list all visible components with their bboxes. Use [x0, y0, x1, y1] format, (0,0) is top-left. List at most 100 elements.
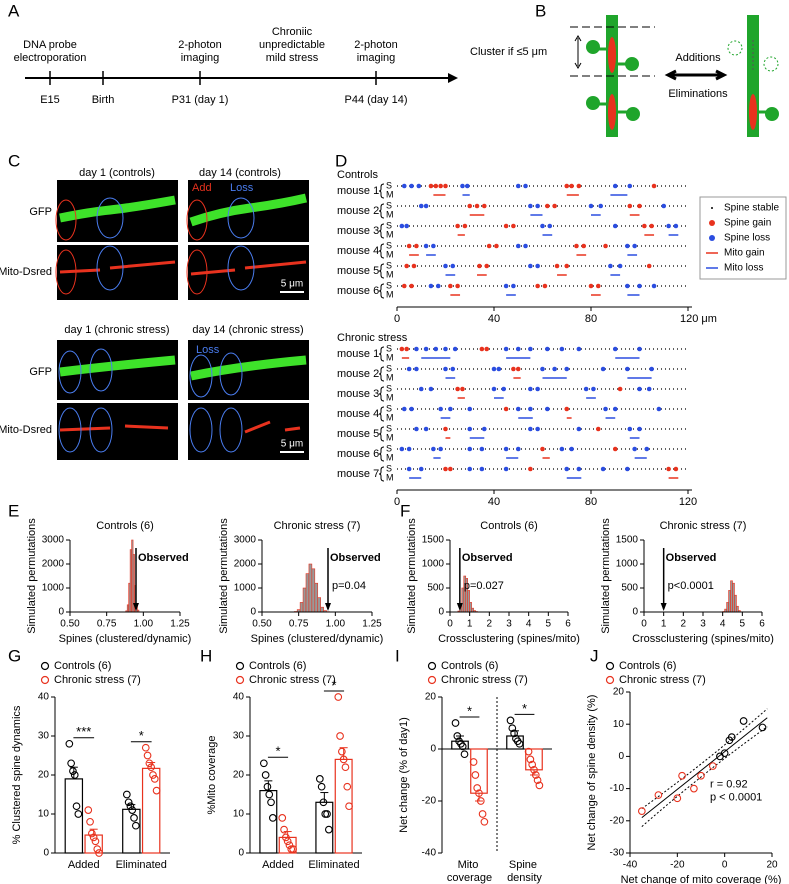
point: [678, 771, 686, 780]
x-tick-label: 4: [526, 619, 532, 630]
point: [336, 732, 344, 740]
track-label: M: [386, 472, 394, 482]
spine-loss: [467, 466, 473, 472]
y-tick-label: 30: [233, 731, 245, 742]
timeline-note: imaging: [181, 52, 220, 64]
spine-loss: [559, 346, 565, 352]
spine-loss: [612, 346, 618, 352]
spine-loss: [418, 203, 424, 209]
timeline-label: P44 (day 14): [345, 94, 408, 106]
spine-gain: [406, 243, 412, 249]
track-label: M: [386, 229, 394, 239]
significance: *: [522, 701, 527, 716]
track-label: M: [386, 452, 394, 462]
spine-gain: [542, 283, 548, 289]
spine-loss: [482, 426, 487, 432]
cluster-diagram: [570, 15, 779, 137]
spine-loss: [528, 203, 533, 209]
timeline: [25, 73, 458, 83]
x-tick-label: 0: [394, 313, 400, 325]
spine-loss: [443, 366, 448, 372]
spine-gain: [617, 386, 623, 392]
point: [471, 771, 480, 779]
spine-loss: [547, 223, 553, 229]
spine-loss: [608, 263, 613, 269]
y-tick-label: 20: [38, 770, 50, 781]
spine-loss: [503, 466, 509, 472]
y-tick-label: 0: [632, 607, 638, 618]
point: [265, 790, 274, 799]
track-label: S: [386, 280, 392, 290]
point: [515, 739, 524, 748]
spine-gain: [474, 203, 480, 209]
track-label: M: [386, 392, 394, 402]
mouse-label: mouse 7: [337, 468, 379, 480]
track-label: M: [386, 372, 394, 382]
legend-marker: [427, 661, 437, 671]
spine-loss: [656, 406, 662, 412]
y-axis-label: Simulated permutations: [406, 518, 418, 634]
y-tick-label: 10: [233, 809, 245, 820]
spine-loss: [528, 346, 533, 352]
spine-loss: [612, 183, 618, 189]
point: [458, 742, 467, 751]
point: [319, 798, 328, 807]
chart-title: Controls (6): [96, 520, 153, 532]
spine-loss: [479, 446, 485, 452]
spine-loss: [443, 263, 448, 269]
y-tick-label: 0: [430, 744, 436, 755]
y-axis-label: %Mito coverage: [206, 736, 218, 815]
spine-loss: [414, 346, 419, 352]
spine-gain: [404, 263, 410, 269]
spine-loss: [535, 426, 540, 432]
spine-gain: [603, 243, 608, 249]
spine-gain: [595, 426, 601, 432]
spine-loss: [479, 466, 485, 472]
track-label: S: [386, 423, 392, 433]
spine-loss: [627, 183, 633, 189]
interval-note: unpredictable: [259, 39, 325, 51]
x-tick-label: Added: [262, 859, 294, 871]
fit-line: [641, 717, 768, 818]
roi: [96, 245, 124, 291]
observed-arrowhead: [133, 603, 139, 611]
y-tick-label: 1000: [234, 583, 257, 594]
annotation: r = 0.92: [710, 778, 748, 790]
y-tick-label: 20: [425, 692, 437, 703]
track-label: M: [386, 189, 394, 199]
spine-gain: [588, 283, 594, 289]
point: [122, 790, 131, 799]
spine-loss: [528, 426, 533, 432]
spine-gain: [564, 406, 570, 412]
spine-loss: [515, 346, 521, 352]
spine-loss: [625, 243, 630, 249]
spine-loss: [438, 406, 443, 412]
spine-gain: [595, 283, 601, 289]
significance: *: [139, 728, 144, 743]
confidence-band: [641, 726, 768, 827]
spine-loss: [535, 203, 540, 209]
spine-loss: [428, 386, 434, 392]
mouse-label: mouse 3: [337, 225, 379, 237]
spine-loss: [528, 386, 533, 392]
spine-loss: [637, 426, 642, 432]
roi: [227, 197, 255, 239]
point: [697, 771, 705, 780]
x-tick-label: 2: [487, 619, 493, 630]
point: [533, 776, 542, 785]
timeline-arrow: [448, 73, 458, 83]
x-tick-label: 5: [740, 619, 746, 630]
timeline-label: P31 (day 1): [172, 94, 229, 106]
legend-label: Mito gain: [724, 248, 765, 259]
point: [86, 817, 94, 826]
observed-arrowhead: [456, 603, 463, 611]
spine-gain: [482, 203, 487, 209]
spine: [625, 57, 639, 71]
point: [263, 782, 272, 791]
spine-gain: [511, 223, 516, 229]
roi: [219, 407, 243, 453]
track-label: M: [386, 432, 394, 442]
mito: [749, 94, 757, 130]
point: [65, 739, 74, 748]
point: [451, 719, 460, 727]
